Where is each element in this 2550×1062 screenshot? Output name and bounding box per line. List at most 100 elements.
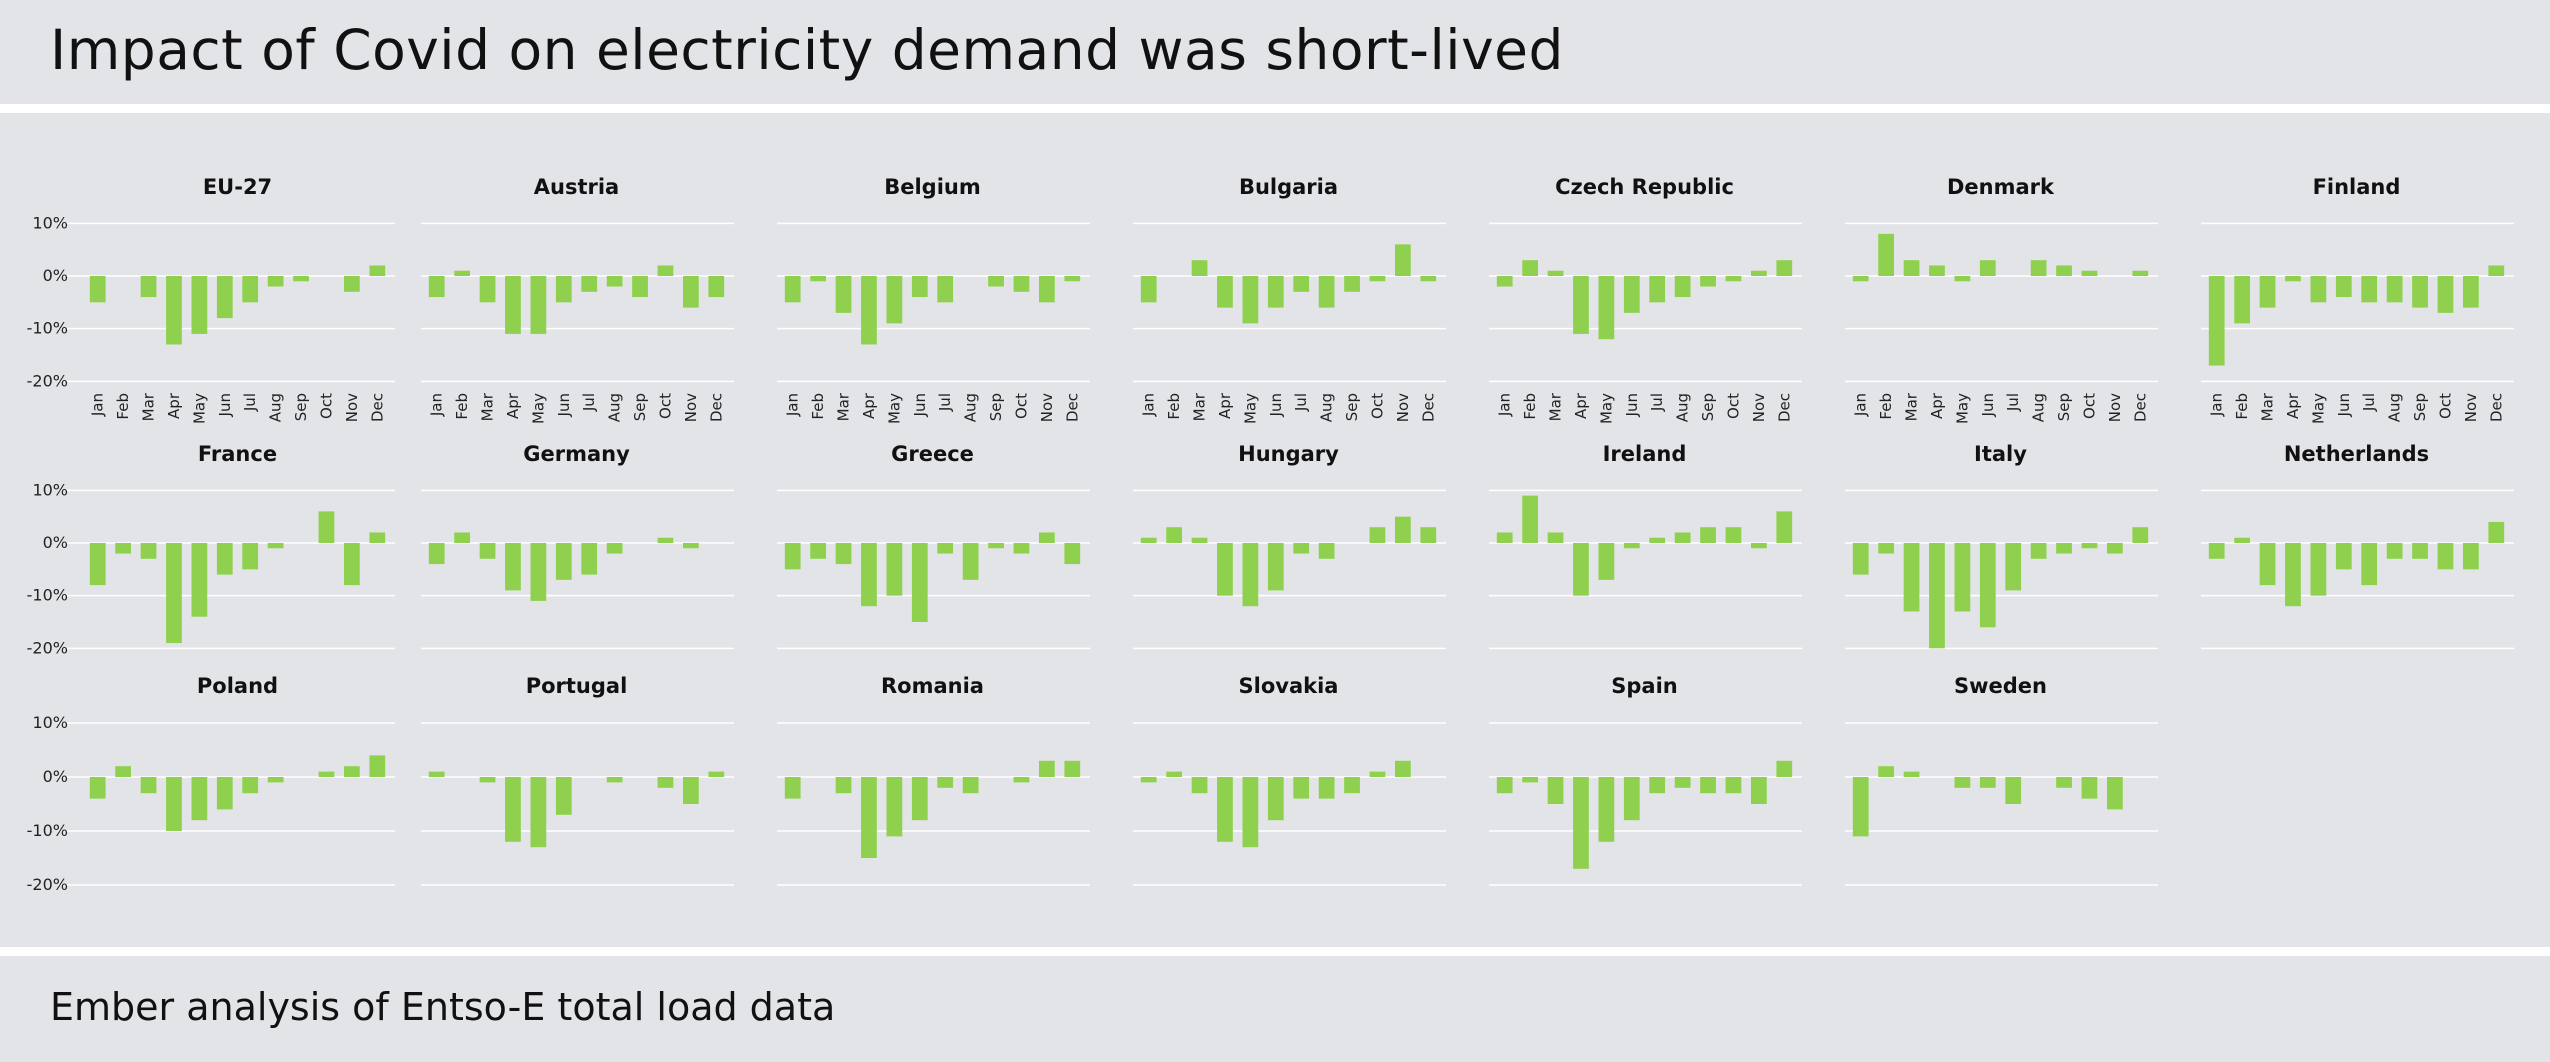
bar-nov: [1039, 760, 1055, 777]
x-tick-label: Mar: [479, 392, 497, 421]
bar-mar: [1547, 777, 1564, 804]
bar-apr: [1573, 777, 1589, 869]
bar-apr: [861, 276, 877, 345]
panel-ireland: Ireland: [1489, 442, 1802, 650]
x-tick-label: Dec: [2487, 393, 2505, 422]
bar-dec: [708, 276, 725, 298]
x-tick-label: Nov: [1038, 393, 1056, 422]
panel-title: Spain: [1611, 674, 1677, 698]
x-tick-label: Feb: [1521, 393, 1539, 420]
panel-bulgaria: Bulgaria Jan Feb Mar Apr May Jun Jul Aug Sep Oct No…: [1133, 175, 1446, 424]
bar-nov: [1395, 244, 1411, 276]
x-tick-label: Oct: [2436, 393, 2454, 419]
bar-oct: [1369, 276, 1386, 282]
bar-feb: [2234, 537, 2251, 543]
bar-aug: [267, 543, 284, 549]
x-tick-label: Dec: [368, 393, 386, 422]
bar-feb: [1522, 777, 1539, 783]
bar-jun: [1267, 777, 1284, 821]
x-tick-label: Dec: [707, 393, 725, 422]
x-tick-label: Jun: [216, 393, 234, 417]
bar-may: [191, 276, 208, 334]
panel-title: Poland: [197, 674, 278, 698]
bar-jul: [937, 276, 954, 303]
bar-may: [1242, 777, 1259, 848]
bar-jul: [937, 777, 954, 788]
bar-aug: [962, 777, 979, 794]
bar-dec: [2488, 265, 2505, 276]
bar-jan: [1140, 276, 1157, 303]
panel-sweden: Sweden: [1845, 674, 2158, 886]
x-tick-label: Aug: [1318, 393, 1336, 422]
x-tick-label: Mar: [1903, 392, 1921, 421]
bar-jul: [581, 276, 598, 292]
x-tick-label: Nov: [1394, 393, 1412, 422]
bar-mar: [1903, 260, 1920, 276]
bar-feb: [810, 543, 827, 559]
bar-aug: [1318, 777, 1335, 799]
x-tick-label: Sep: [292, 393, 310, 421]
bar-nov: [344, 766, 360, 777]
x-tick-label: Sep: [631, 393, 649, 421]
x-tick-label: Dec: [1419, 393, 1437, 422]
bar-jul: [937, 543, 954, 554]
panel-title: Denmark: [1947, 175, 2055, 199]
bar-apr: [505, 276, 521, 334]
bar-jun: [216, 543, 233, 575]
x-tick-label: Jan: [89, 393, 107, 417]
bar-jul: [1649, 777, 1666, 794]
bar-aug: [2030, 260, 2047, 276]
bar-jul: [1293, 276, 1310, 292]
bar-oct: [1725, 527, 1742, 543]
bar-jan: [2208, 276, 2225, 366]
x-tick-label: Nov: [1750, 393, 1768, 422]
x-tick-label: Dec: [1063, 393, 1081, 422]
x-tick-label: May: [2309, 393, 2327, 424]
bar-jan: [784, 543, 801, 570]
bar-mar: [1547, 270, 1564, 276]
bar-may: [530, 276, 547, 334]
bar-sep: [2056, 265, 2072, 276]
bar-may: [886, 777, 903, 837]
x-tick-label: Oct: [1368, 393, 1386, 419]
bar-oct: [1725, 777, 1742, 794]
bar-jun: [911, 276, 928, 298]
bar-sep: [1344, 276, 1360, 292]
x-tick-label: Jun: [555, 393, 573, 417]
bar-mar: [2259, 543, 2276, 586]
bar-feb: [810, 276, 827, 282]
bar-jun: [2335, 276, 2352, 298]
bar-aug: [1674, 532, 1691, 543]
x-tick-label: Aug: [267, 393, 285, 422]
bar-jan: [89, 543, 106, 586]
x-tick-label: Jul: [1292, 393, 1310, 412]
panel-france: France 10% 0% -10% -20%: [27, 442, 395, 657]
panel-title: Slovakia: [1239, 674, 1339, 698]
x-tick-label: Nov: [682, 393, 700, 422]
panel-title: Czech Republic: [1555, 175, 1734, 199]
bar-jun: [555, 543, 572, 580]
bar-nov: [2463, 276, 2479, 308]
bar-dec: [369, 755, 386, 777]
bar-aug: [2386, 543, 2403, 559]
bar-aug: [606, 777, 623, 783]
bar-jan: [1852, 276, 1869, 282]
x-tick-label: Oct: [317, 393, 335, 419]
bar-nov: [344, 276, 360, 292]
panel-denmark: Denmark Jan Feb Mar Apr May Jun Jul Aug Sep Oct Nov…: [1845, 175, 2158, 424]
bar-mar: [835, 276, 852, 313]
bar-apr: [166, 276, 182, 345]
y-tick-label: 10%: [32, 713, 68, 732]
bar-jan: [1496, 276, 1513, 287]
bar-feb: [1166, 527, 1183, 543]
bar-jan: [1496, 532, 1513, 543]
bar-jul: [242, 276, 259, 303]
bar-mar: [140, 543, 157, 559]
panel-title: France: [198, 442, 277, 466]
x-tick-label: Nov: [2106, 393, 2124, 422]
bar-may: [886, 543, 903, 596]
panel-czech-republic: Czech Republic Jan Feb Mar Apr May Jun Jul Aug Se…: [1489, 175, 1802, 424]
bar-sep: [1700, 527, 1716, 543]
x-tick-label: Jan: [2208, 393, 2226, 417]
panel-netherlands: Netherlands: [2201, 442, 2514, 650]
